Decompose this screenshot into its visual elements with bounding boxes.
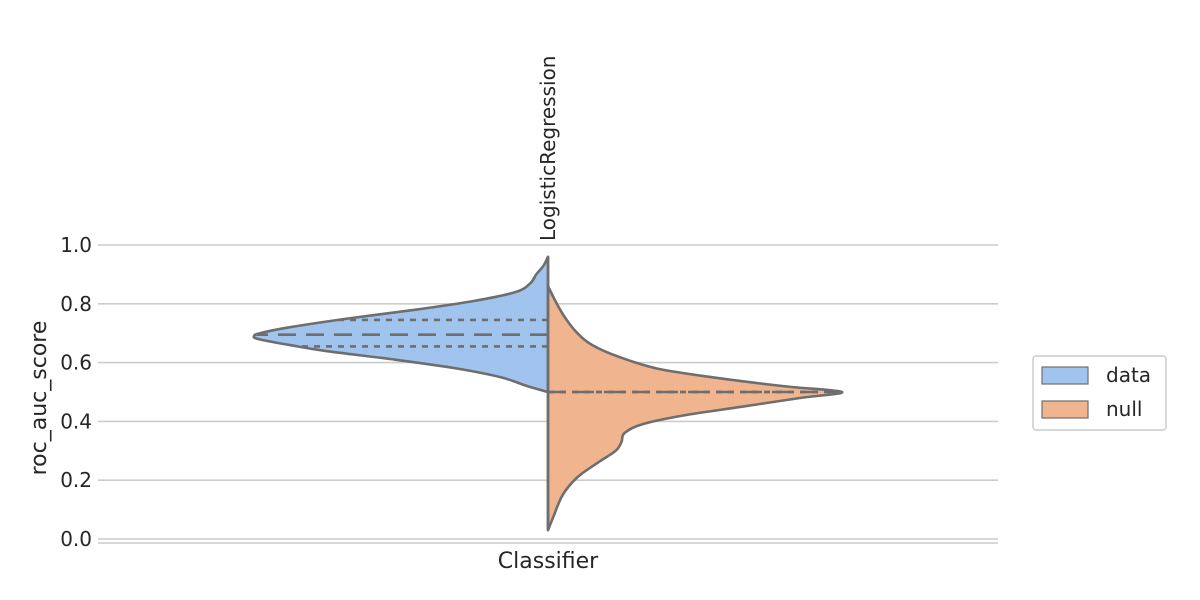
legend-label-null: null — [1106, 397, 1142, 421]
legend: data null — [1032, 355, 1167, 431]
x-tick-label: LogisticRegression — [536, 56, 560, 242]
y-tick-label: 0.6 — [60, 351, 92, 375]
y-tick-label: 0.8 — [60, 292, 92, 316]
legend-swatch-data — [1041, 366, 1089, 385]
violin-data — [252, 255, 550, 394]
violin-null — [546, 284, 844, 532]
violins — [252, 255, 844, 532]
y-axis-label: roc_auc_score — [27, 321, 52, 476]
y-tick-label: 0.0 — [60, 527, 92, 551]
x-axis-ticks: LogisticRegression — [536, 56, 560, 242]
y-tick-label: 0.4 — [60, 409, 92, 433]
y-tick-label: 0.2 — [60, 468, 92, 492]
legend-swatch-null — [1041, 400, 1089, 419]
y-axis-ticks: 0.0 0.2 0.4 0.6 0.8 1.0 — [60, 233, 92, 551]
x-axis-label: Classifier — [498, 549, 599, 574]
y-tick-label: 1.0 — [60, 233, 92, 257]
legend-label-data: data — [1106, 363, 1151, 387]
